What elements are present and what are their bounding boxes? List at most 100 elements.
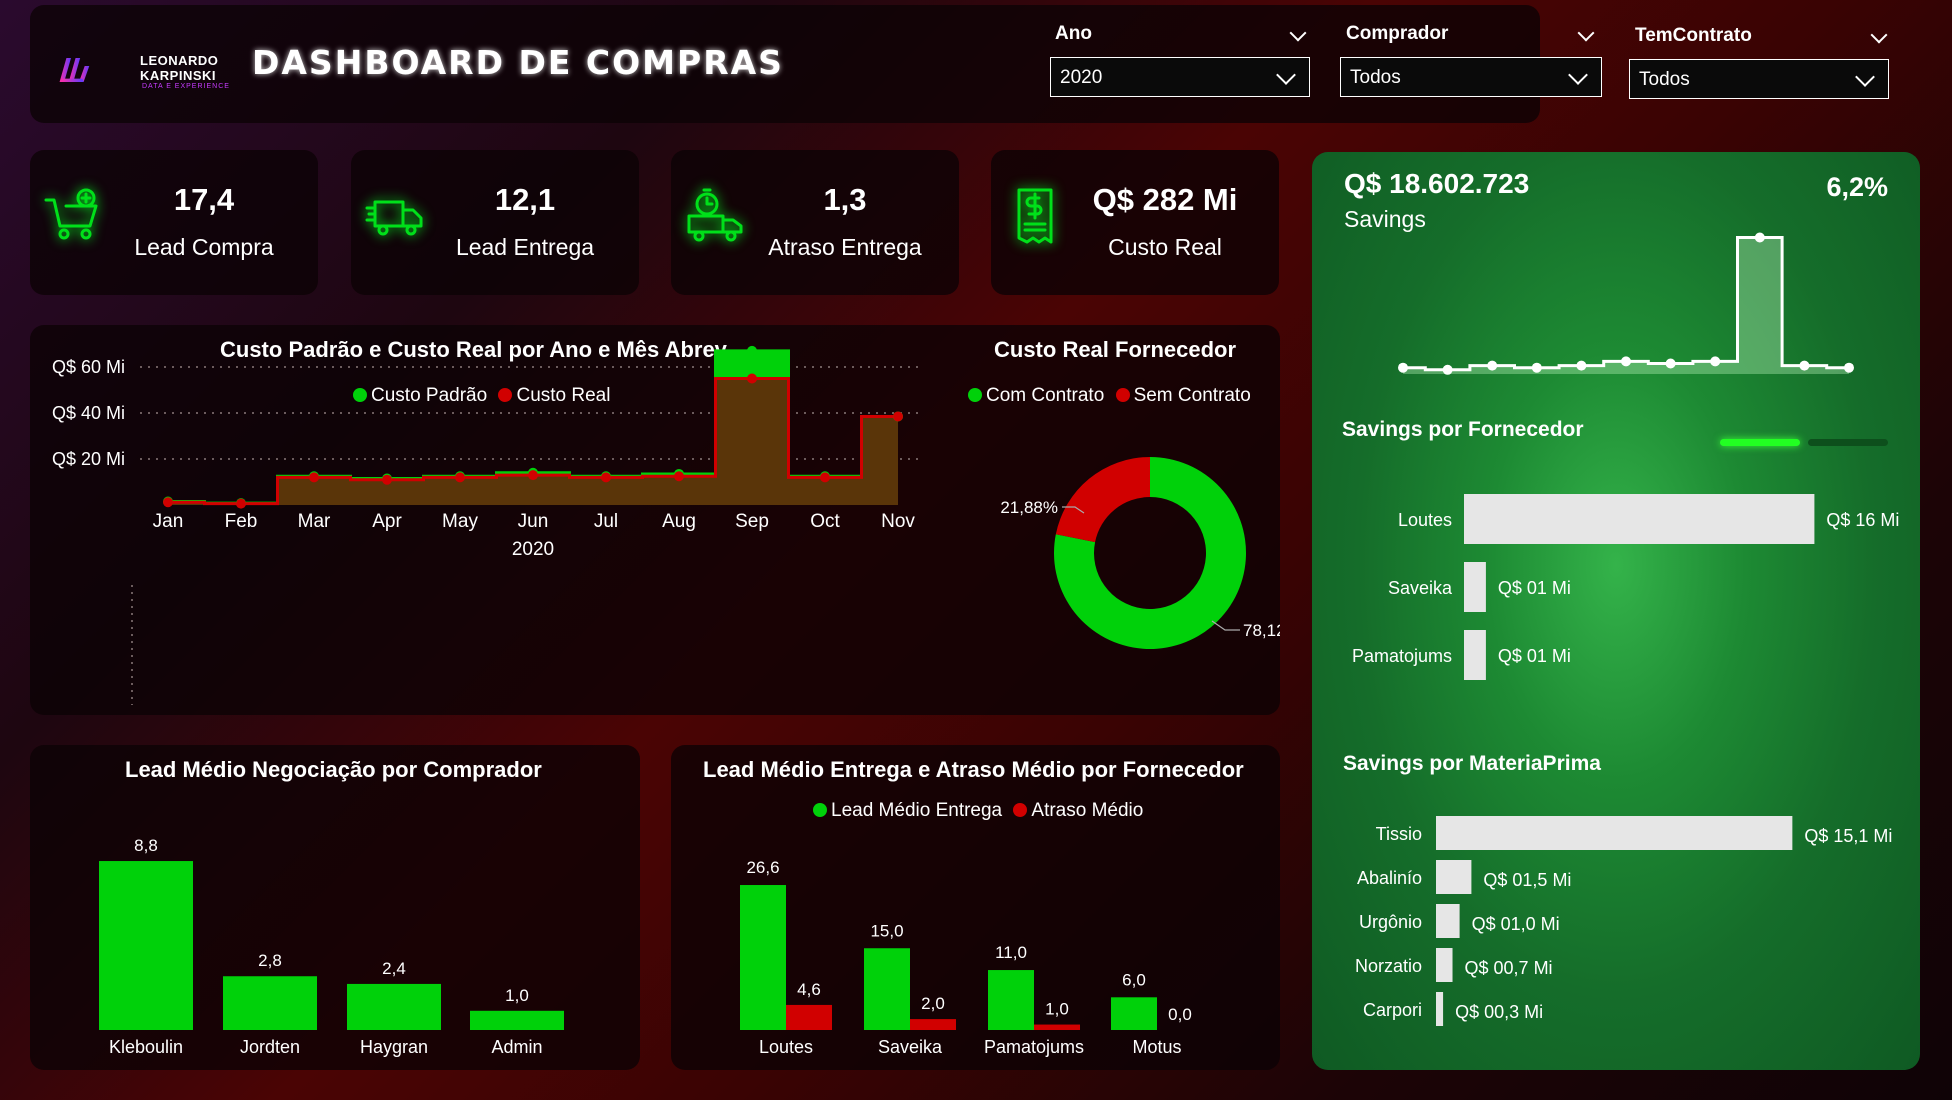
x-tick-label: Feb bbox=[225, 511, 258, 532]
legend-label: Custo Padrão bbox=[371, 385, 488, 406]
receipt-dollar-icon bbox=[1017, 188, 1053, 244]
contrato-donut-chart[interactable]: 21,88% 78,12% bbox=[950, 425, 1280, 685]
legend-label: Com Contrato bbox=[986, 385, 1105, 406]
legend-dot-red bbox=[1013, 803, 1028, 817]
x-tick-label: Jordten bbox=[240, 1037, 300, 1057]
data-label: Q$ 00,3 Mi bbox=[1455, 1002, 1543, 1022]
slicer-comprador-dropdown[interactable]: Todos bbox=[1340, 57, 1602, 97]
slicer-ano-dropdown[interactable]: 2020 bbox=[1050, 57, 1310, 97]
bar bbox=[1464, 562, 1486, 612]
x-tick-label: Oct bbox=[810, 511, 840, 532]
chart-title-savings-fornecedor: Savings por Fornecedor bbox=[1342, 418, 1584, 441]
leader-line bbox=[1211, 620, 1240, 631]
chart-title-custo: Custo Padrão e Custo Real por Ano e Mês … bbox=[220, 337, 727, 362]
point-custo-real bbox=[601, 472, 611, 483]
data-label: Q$ 01,5 Mi bbox=[1483, 870, 1571, 890]
donut-slice bbox=[1054, 457, 1246, 649]
point-custo-real bbox=[893, 411, 903, 422]
kpi-label: Atraso Entrega bbox=[768, 234, 922, 260]
savings-percent: 6,2% bbox=[1826, 172, 1888, 202]
point-custo-real bbox=[747, 373, 757, 384]
leader-line bbox=[1062, 506, 1085, 514]
kpi-value: 12,1 bbox=[494, 182, 556, 217]
donut-slice bbox=[1055, 457, 1150, 543]
slicer-comprador-value: Todos bbox=[1350, 67, 1401, 88]
trend-point bbox=[1799, 360, 1810, 371]
point-custo-real bbox=[820, 472, 830, 483]
chevron-down-icon[interactable] bbox=[1289, 24, 1307, 42]
data-label: 2,4 bbox=[382, 959, 406, 978]
kpi-label: Lead Compra bbox=[134, 234, 274, 260]
data-label: 1,0 bbox=[1045, 1000, 1069, 1019]
chevron-down-icon[interactable] bbox=[1870, 26, 1888, 44]
slicer-contrato-label: TemContrato bbox=[1635, 25, 1752, 46]
logo-icon bbox=[59, 58, 90, 82]
chevron-down-icon bbox=[1855, 67, 1875, 87]
kpi-card-lead-compra: 17,4 Lead Compra bbox=[30, 150, 318, 295]
chevron-down-icon bbox=[1276, 65, 1296, 85]
data-label: 11,0 bbox=[995, 943, 1027, 962]
chevron-down-icon bbox=[1568, 65, 1588, 85]
kpi-value: 17,4 bbox=[173, 182, 235, 217]
cost-area-chart[interactable]: Q$ 20 Mi Q$ 40 Mi Q$ 60 Mi Jan Feb Mar Apr May J… bbox=[30, 325, 930, 715]
point-custo-real bbox=[163, 497, 173, 508]
y-tick-label: Norzatio bbox=[1355, 956, 1422, 976]
lead-fornecedor-bar-chart[interactable]: 26,6 4,6 Loutes 15,0 2,0 Saveika 11,0 1,0 Pamato… bbox=[671, 745, 1280, 1070]
bar-atraso bbox=[786, 1004, 832, 1030]
data-label: Q$ 01,0 Mi bbox=[1472, 914, 1560, 934]
data-label: Q$ 01 Mi bbox=[1498, 578, 1571, 598]
kpi-label: Custo Real bbox=[1108, 234, 1222, 260]
y-tick-label: Carpori bbox=[1363, 1000, 1422, 1020]
kpi-card-custo-real: Q$ 282 Mi Custo Real bbox=[991, 150, 1279, 295]
x-tick-label: Sep bbox=[735, 511, 769, 532]
trend-point bbox=[1398, 362, 1408, 373]
legend-label: Lead Médio Entrega bbox=[831, 800, 1003, 821]
bar bbox=[99, 861, 193, 1030]
x-tick-label: Admin bbox=[491, 1037, 542, 1057]
legend-dot-red bbox=[1115, 388, 1130, 402]
trend-point bbox=[1710, 356, 1721, 367]
bar bbox=[1436, 816, 1793, 850]
y-tick-label: Q$ 60 Mi bbox=[52, 357, 125, 377]
kpi-card-atraso-entrega: 1,3 Atraso Entrega bbox=[671, 150, 959, 295]
bar-lead-entrega bbox=[864, 948, 910, 1030]
point-custo-real bbox=[528, 470, 538, 481]
data-label: 6,0 bbox=[1122, 970, 1146, 989]
trend-point bbox=[1754, 232, 1765, 243]
data-label: 2,8 bbox=[258, 951, 282, 970]
y-tick-label: Q$ 20 Mi bbox=[52, 449, 125, 469]
savings-value: Q$ 18.602.723 bbox=[1344, 168, 1530, 199]
bar-lead-entrega bbox=[988, 970, 1034, 1030]
trend-point bbox=[1621, 356, 1631, 367]
legend-label: Atraso Médio bbox=[1031, 800, 1144, 821]
donut-label-com-contrato: 78,12% bbox=[1243, 621, 1280, 640]
lead-comprador-bar-chart[interactable]: 8,8 Kleboulin 2,8 Jordten 2,4 Haygran 1,0 Admin bbox=[30, 745, 640, 1070]
cart-add-icon bbox=[44, 188, 98, 240]
slicer-contrato-value: Todos bbox=[1639, 69, 1690, 90]
savings-materiaprima-bar-chart[interactable]: Tissio Q$ 15,1 Mi Abalinío Q$ 01,5 Mi Urgôni… bbox=[1312, 792, 1920, 1062]
data-label: Q$ 16 Mi bbox=[1826, 510, 1899, 530]
chevron-down-icon[interactable] bbox=[1577, 24, 1595, 42]
data-label: 26,6 bbox=[746, 858, 779, 877]
legend-label: Custo Real bbox=[516, 385, 611, 406]
x-tick-label: Aug bbox=[662, 511, 696, 532]
trend-point bbox=[1531, 362, 1542, 373]
savings-fornecedor-bar-chart[interactable]: Loutes Q$ 16 Mi Saveika Q$ 01 Mi Pamatojums Q… bbox=[1312, 452, 1920, 842]
data-label: 0,0 bbox=[1168, 1005, 1192, 1024]
chart-title-lead-comprador: Lead Médio Negociação por Comprador bbox=[125, 757, 542, 782]
kpi-value: Q$ 282 Mi bbox=[1092, 182, 1238, 217]
slicer-contrato-dropdown[interactable]: Todos bbox=[1629, 59, 1889, 99]
bar-atraso bbox=[1034, 1024, 1080, 1030]
x-tick-label: Jan bbox=[153, 511, 184, 532]
x-tick-label: Kleboulin bbox=[109, 1037, 183, 1057]
point-custo-real bbox=[382, 474, 392, 485]
point-custo-real bbox=[309, 472, 319, 483]
scroll-indicator-inactive[interactable] bbox=[1808, 439, 1888, 446]
scroll-indicator-active[interactable] bbox=[1720, 439, 1800, 446]
bar bbox=[1436, 904, 1460, 938]
legend-custo: Custo Padrão Custo Real bbox=[353, 385, 610, 407]
savings-trend-chart[interactable] bbox=[1312, 222, 1920, 382]
data-label: 15,0 bbox=[870, 921, 903, 940]
x-tick-label: Saveika bbox=[878, 1037, 943, 1057]
y-tick-label: Q$ 40 Mi bbox=[52, 403, 125, 423]
